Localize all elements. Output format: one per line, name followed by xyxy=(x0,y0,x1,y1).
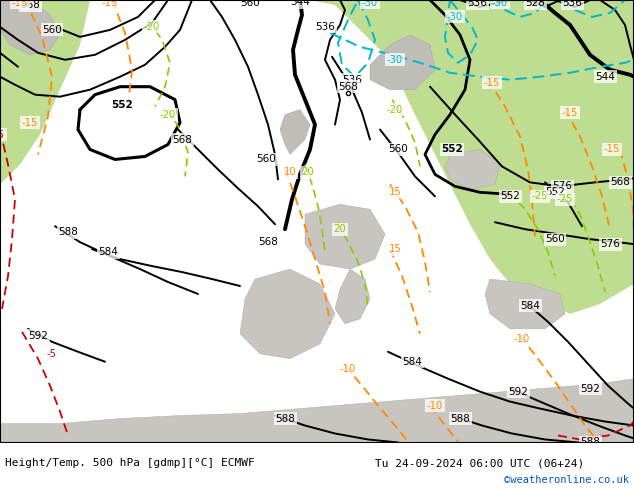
Polygon shape xyxy=(0,0,60,55)
Text: 560: 560 xyxy=(256,154,276,165)
Text: 576: 576 xyxy=(552,181,572,192)
Text: -5: -5 xyxy=(47,349,57,359)
Text: 568: 568 xyxy=(338,82,358,92)
Text: 588: 588 xyxy=(58,227,78,237)
Polygon shape xyxy=(485,279,565,329)
Text: -15: -15 xyxy=(604,145,620,154)
Text: 15: 15 xyxy=(389,244,401,254)
Text: 592: 592 xyxy=(508,387,528,396)
Text: 588: 588 xyxy=(450,414,470,423)
Polygon shape xyxy=(305,204,385,269)
Polygon shape xyxy=(370,35,435,90)
Text: -30: -30 xyxy=(492,0,508,8)
Text: 560: 560 xyxy=(388,145,408,154)
Text: 536: 536 xyxy=(315,22,335,32)
Text: 568: 568 xyxy=(172,135,192,145)
Text: -15: -15 xyxy=(102,0,118,8)
Text: -15: -15 xyxy=(12,0,28,8)
Text: 20: 20 xyxy=(302,168,314,177)
Text: 568: 568 xyxy=(610,177,630,187)
Text: -15: -15 xyxy=(22,118,38,127)
Text: 552: 552 xyxy=(545,187,565,197)
Text: -15: -15 xyxy=(484,78,500,88)
Polygon shape xyxy=(0,379,634,443)
Text: Tu 24-09-2024 06:00 UTC (06+24): Tu 24-09-2024 06:00 UTC (06+24) xyxy=(375,458,585,468)
Text: 10: 10 xyxy=(283,168,296,177)
Polygon shape xyxy=(240,269,335,359)
Text: -5: -5 xyxy=(0,129,5,140)
Text: 560: 560 xyxy=(545,234,565,244)
Text: 552: 552 xyxy=(111,99,133,110)
Text: -25: -25 xyxy=(532,191,548,201)
Text: 584: 584 xyxy=(98,247,118,257)
Text: 536: 536 xyxy=(467,0,487,8)
Text: -10: -10 xyxy=(340,364,356,374)
Text: -10: -10 xyxy=(427,401,443,411)
Polygon shape xyxy=(280,110,310,154)
Text: -30: -30 xyxy=(447,12,463,22)
Text: 552: 552 xyxy=(500,191,520,201)
Text: 544: 544 xyxy=(290,0,310,7)
Text: 560: 560 xyxy=(240,0,260,8)
Text: -20: -20 xyxy=(387,105,403,115)
Text: 568: 568 xyxy=(20,0,40,10)
Polygon shape xyxy=(0,0,90,184)
Text: 576: 576 xyxy=(600,239,620,249)
Text: -10: -10 xyxy=(514,334,530,344)
Text: 588: 588 xyxy=(580,438,600,447)
Text: -15: -15 xyxy=(562,108,578,118)
Text: Height/Temp. 500 hPa [gdmp][°C] ECMWF: Height/Temp. 500 hPa [gdmp][°C] ECMWF xyxy=(5,458,255,468)
Text: 588: 588 xyxy=(275,414,295,423)
Text: 528: 528 xyxy=(525,0,545,8)
Text: 552: 552 xyxy=(441,145,463,154)
Text: 536: 536 xyxy=(342,74,362,85)
Text: 592: 592 xyxy=(580,384,600,393)
Text: 584: 584 xyxy=(402,357,422,367)
Text: -20: -20 xyxy=(160,110,176,120)
Polygon shape xyxy=(445,149,500,189)
Text: 584: 584 xyxy=(520,301,540,311)
Text: -30: -30 xyxy=(362,0,378,8)
Text: 544: 544 xyxy=(595,72,615,82)
Text: ©weatheronline.co.uk: ©weatheronline.co.uk xyxy=(504,475,629,485)
Polygon shape xyxy=(335,269,370,324)
Text: -25: -25 xyxy=(557,195,573,204)
Polygon shape xyxy=(310,0,634,314)
Text: -30: -30 xyxy=(387,55,403,65)
Text: 536: 536 xyxy=(562,0,582,8)
Text: 568: 568 xyxy=(258,237,278,247)
Text: -20: -20 xyxy=(144,22,160,32)
Text: 20: 20 xyxy=(333,224,346,234)
Text: 15: 15 xyxy=(389,187,401,197)
Text: 592: 592 xyxy=(28,331,48,341)
Polygon shape xyxy=(400,0,634,75)
Text: 560: 560 xyxy=(42,25,62,35)
